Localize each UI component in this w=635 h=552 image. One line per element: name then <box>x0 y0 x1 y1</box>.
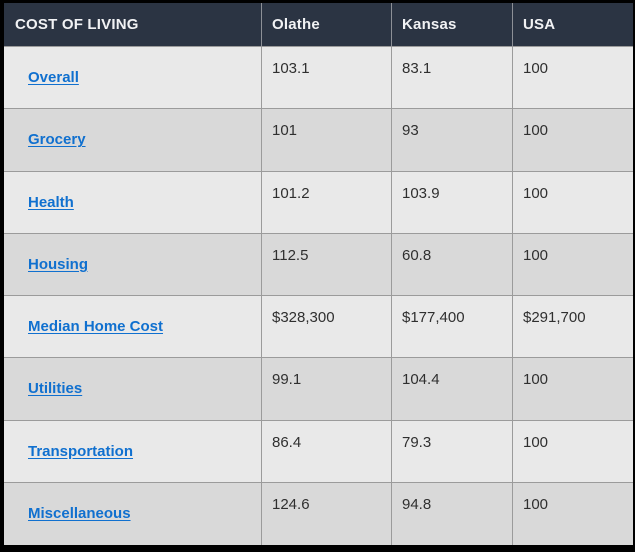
column-header-olathe: Olathe <box>262 3 392 47</box>
row-label-cell: Grocery <box>4 109 262 172</box>
cell-utilities-kansas: 104.4 <box>392 358 513 421</box>
row-link-utilities[interactable]: Utilities <box>28 380 83 398</box>
column-header-usa: USA <box>513 3 633 47</box>
cell-median-home-cost-olathe: $328,300 <box>262 296 392 359</box>
table-row-transportation: Transportation 86.4 79.3 100 <box>4 420 633 483</box>
row-link-overall[interactable]: Overall <box>28 69 79 87</box>
table-row-health: Health 101.2 103.9 100 <box>4 171 633 234</box>
cell-miscellaneous-kansas: 94.8 <box>392 482 513 545</box>
cell-transportation-kansas: 79.3 <box>392 420 513 483</box>
row-link-housing[interactable]: Housing <box>28 255 88 273</box>
cell-health-kansas: 103.9 <box>392 171 513 234</box>
cell-miscellaneous-usa: 100 <box>523 495 549 513</box>
cell-overall-kansas: 83.1 <box>392 47 513 110</box>
cell-overall-olathe: 103.1 <box>262 47 392 110</box>
row-label-cell: Housing <box>4 233 262 296</box>
table-title: COST OF LIVING <box>4 3 262 47</box>
row-label-cell: Transportation <box>4 420 262 483</box>
cell-housing-kansas: 60.8 <box>392 233 513 296</box>
cell-overall-usa: 100 <box>513 47 633 110</box>
table-row-overall: Overall 103.1 83.1 100 <box>4 47 633 110</box>
row-link-transportation[interactable]: Transportation <box>28 442 134 460</box>
row-label-cell: Health <box>4 171 262 234</box>
row-label-cell: Overall <box>4 47 262 110</box>
row-link-grocery[interactable]: Grocery <box>28 131 86 149</box>
row-link-miscellaneous[interactable]: Miscellaneous <box>28 505 131 523</box>
row-label-cell: Miscellaneous <box>4 482 262 545</box>
table-row-median-home-cost: Median Home Cost $328,300 $177,400 $291,… <box>4 296 633 359</box>
cell-utilities-olathe: 99.1 <box>262 358 392 421</box>
cell-grocery-kansas: 93 <box>392 109 513 172</box>
column-header-kansas: Kansas <box>392 3 513 47</box>
cell-miscellaneous-olathe: 124.6 <box>262 482 392 545</box>
table-row-miscellaneous: Miscellaneous 124.6 94.8 100 <box>4 482 633 545</box>
cell-housing-olathe: 112.5 <box>262 233 392 296</box>
cell-transportation-usa: 100 <box>513 421 633 483</box>
row-label-cell: Utilities <box>4 358 262 421</box>
row-link-health[interactable]: Health <box>28 193 74 211</box>
cell-transportation-olathe: 86.4 <box>262 420 392 483</box>
table-row-grocery: Grocery 101 93 100 <box>4 109 633 172</box>
cell-grocery-olathe: 101 <box>262 109 392 172</box>
cell-median-home-cost-usa: $291,700 <box>513 296 633 359</box>
table-row-utilities: Utilities 99.1 104.4 100 <box>4 358 633 421</box>
cell-utilities-usa: 100 <box>513 358 633 421</box>
cell-median-home-cost-kansas: $177,400 <box>392 296 513 359</box>
row-label-cell: Median Home Cost <box>4 296 262 359</box>
cell-grocery-usa: 100 <box>513 109 633 172</box>
cell-health-usa: 100 <box>513 172 633 234</box>
row-link-median-home-cost[interactable]: Median Home Cost <box>28 318 164 336</box>
cell-health-olathe: 101.2 <box>262 171 392 234</box>
cell-housing-usa: 100 <box>513 234 633 296</box>
cost-of-living-table: COST OF LIVING Olathe Kansas USA Overall… <box>4 3 633 545</box>
table-row-housing: Housing 112.5 60.8 100 <box>4 233 633 296</box>
table-header-row: COST OF LIVING Olathe Kansas USA <box>4 3 633 47</box>
